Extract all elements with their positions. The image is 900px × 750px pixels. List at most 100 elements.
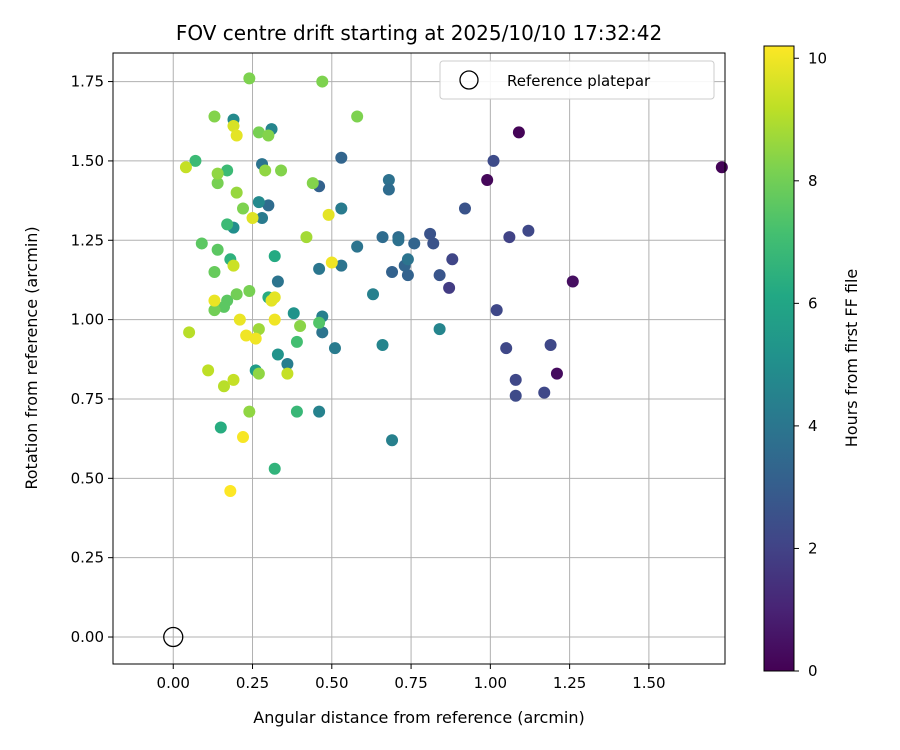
x-tick-label: 0.50 — [315, 674, 348, 692]
data-point — [211, 177, 224, 190]
data-point — [262, 199, 275, 212]
data-point — [214, 421, 227, 434]
data-point — [509, 389, 522, 402]
x-tick-label: 0.75 — [394, 674, 427, 692]
data-point — [446, 253, 459, 266]
plot-frame — [112, 52, 726, 665]
reference-marker-group — [163, 626, 184, 648]
colorbar-tick-label: 2 — [808, 539, 818, 557]
data-point — [401, 269, 414, 282]
data-point — [243, 285, 256, 298]
data-point — [522, 224, 535, 237]
data-point — [538, 386, 551, 399]
data-point — [208, 304, 221, 317]
x-tick-label: 0.25 — [236, 674, 269, 692]
data-point — [208, 266, 221, 279]
data-point — [401, 253, 414, 266]
data-point — [503, 231, 516, 244]
legend-entry-reference-platepar: Reference platepar — [507, 72, 651, 90]
x-tick-label: 0.00 — [157, 674, 190, 692]
data-point — [550, 367, 563, 380]
data-point — [183, 326, 196, 339]
data-point — [227, 259, 240, 272]
y-tick-label: 1.00 — [71, 311, 104, 329]
data-point — [221, 218, 234, 231]
data-point — [386, 434, 399, 447]
data-point — [224, 485, 237, 498]
data-point — [230, 288, 243, 301]
data-point — [179, 161, 192, 174]
x-tick-label: 1.50 — [632, 674, 665, 692]
y-tick-label: 0.50 — [71, 469, 104, 487]
reference-platepar-marker — [163, 626, 184, 648]
data-point — [294, 319, 307, 332]
data-point — [566, 275, 579, 288]
data-point — [240, 329, 253, 342]
data-point — [256, 212, 269, 225]
plot-area — [112, 52, 728, 665]
data-point — [300, 231, 313, 244]
data-point — [281, 358, 294, 371]
legend-box — [439, 60, 715, 100]
data-point — [500, 342, 513, 355]
y-tick-label: 0.75 — [71, 390, 104, 408]
data-point — [512, 126, 525, 139]
data-point — [386, 266, 399, 279]
plot-background — [113, 53, 725, 664]
data-point — [325, 256, 338, 269]
colorbar-tick-label: 10 — [808, 49, 827, 67]
data-point — [246, 212, 259, 225]
data-point — [221, 164, 234, 177]
data-point — [408, 237, 421, 250]
y-axis: 0.00 0.25 0.50 0.75 1.00 1.25 1.50 1.75 — [71, 73, 113, 646]
y-axis-label: Rotation from reference (arcmin) — [22, 226, 41, 489]
data-point — [208, 110, 221, 123]
data-point — [392, 234, 405, 247]
legend: Reference platepar — [439, 60, 715, 100]
data-point — [290, 405, 303, 418]
data-point — [195, 237, 208, 250]
data-point — [230, 129, 243, 142]
data-point — [335, 202, 348, 215]
y-tick-label: 0.00 — [71, 628, 104, 646]
data-point — [313, 262, 326, 275]
data-points — [179, 72, 728, 498]
data-point — [208, 294, 221, 307]
data-point — [202, 364, 215, 377]
data-point — [252, 126, 265, 139]
data-point — [243, 405, 256, 418]
data-point — [433, 269, 446, 282]
data-point — [443, 281, 456, 294]
data-point — [268, 313, 281, 326]
data-point — [281, 367, 294, 380]
x-tick-label: 1.00 — [474, 674, 507, 692]
data-point — [271, 275, 284, 288]
colorbar-label: Hours from first FF file — [842, 269, 861, 448]
data-point — [268, 462, 281, 475]
data-point — [252, 323, 265, 336]
data-point — [382, 183, 395, 196]
x-axis-label: Angular distance from reference (arcmin) — [253, 708, 584, 727]
data-point — [249, 332, 262, 345]
colorbar-tick-label: 8 — [808, 172, 818, 190]
data-point — [490, 304, 503, 317]
data-point — [189, 154, 202, 167]
data-point — [275, 164, 288, 177]
x-tick-label: 1.25 — [553, 674, 586, 692]
data-point — [230, 186, 243, 199]
data-point — [268, 250, 281, 263]
data-point — [306, 177, 319, 190]
data-point — [313, 405, 326, 418]
data-point — [290, 335, 303, 348]
data-point — [259, 164, 272, 177]
data-point — [252, 196, 265, 209]
data-point — [328, 342, 341, 355]
data-point — [427, 237, 440, 250]
data-point — [316, 326, 329, 339]
data-point — [262, 129, 275, 142]
data-point — [237, 202, 250, 215]
colorbar-ticks: 0 2 4 6 8 10 — [794, 49, 827, 680]
data-point — [313, 316, 326, 329]
data-point — [211, 243, 224, 256]
data-point — [376, 339, 389, 352]
